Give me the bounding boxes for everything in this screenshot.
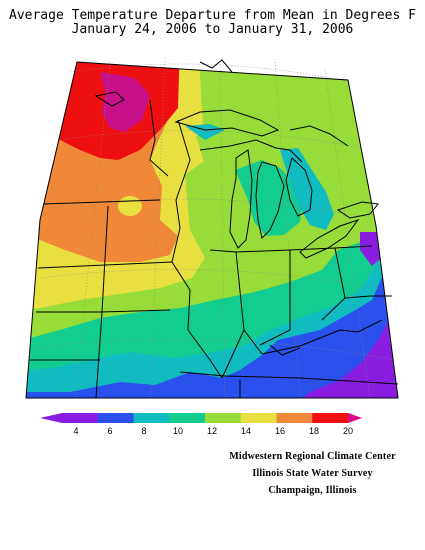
legend-tick-label: 20	[343, 426, 353, 436]
legend-tick-label: 16	[275, 426, 285, 436]
band-8-lakes	[280, 148, 334, 230]
legend-tick-label: 12	[207, 426, 217, 436]
legend-swatch	[169, 413, 206, 423]
legend-tick-label: 14	[241, 426, 251, 436]
credit-line3: Champaign, Illinois	[268, 485, 357, 496]
legend-tick-label: 8	[141, 426, 146, 436]
legend-swatch	[240, 413, 277, 423]
legend-swatch	[62, 413, 99, 423]
legend-tick-label: 4	[73, 426, 78, 436]
legend-swatch	[205, 413, 242, 423]
band-8-up	[185, 124, 225, 140]
legend-tick-label: 18	[309, 426, 319, 436]
legend-tick-label: 10	[173, 426, 183, 436]
legend-arrow-high	[348, 413, 362, 423]
band-20	[100, 72, 150, 132]
legend-swatch	[276, 413, 313, 423]
legend-swatch	[312, 413, 349, 423]
map-frame	[25, 61, 399, 399]
legend-tick-label: 6	[107, 426, 112, 436]
credit-line2: Illinois State Water Survey	[252, 468, 373, 479]
credit-line1: Midwestern Regional Climate Center	[229, 451, 396, 462]
legend-swatch	[97, 413, 134, 423]
map-title-line2: January 24, 2006 to January 31, 2006	[71, 22, 354, 37]
state-boundaries	[30, 99, 399, 399]
legend-swatch	[133, 413, 170, 423]
legend-arrow-low	[40, 413, 62, 423]
color-legend: 4 6 8 10 12 14 16 18 20	[40, 413, 362, 436]
great-lakes	[94, 59, 379, 259]
map-title-line1: Average Temperature Departure from Mean …	[9, 8, 416, 23]
